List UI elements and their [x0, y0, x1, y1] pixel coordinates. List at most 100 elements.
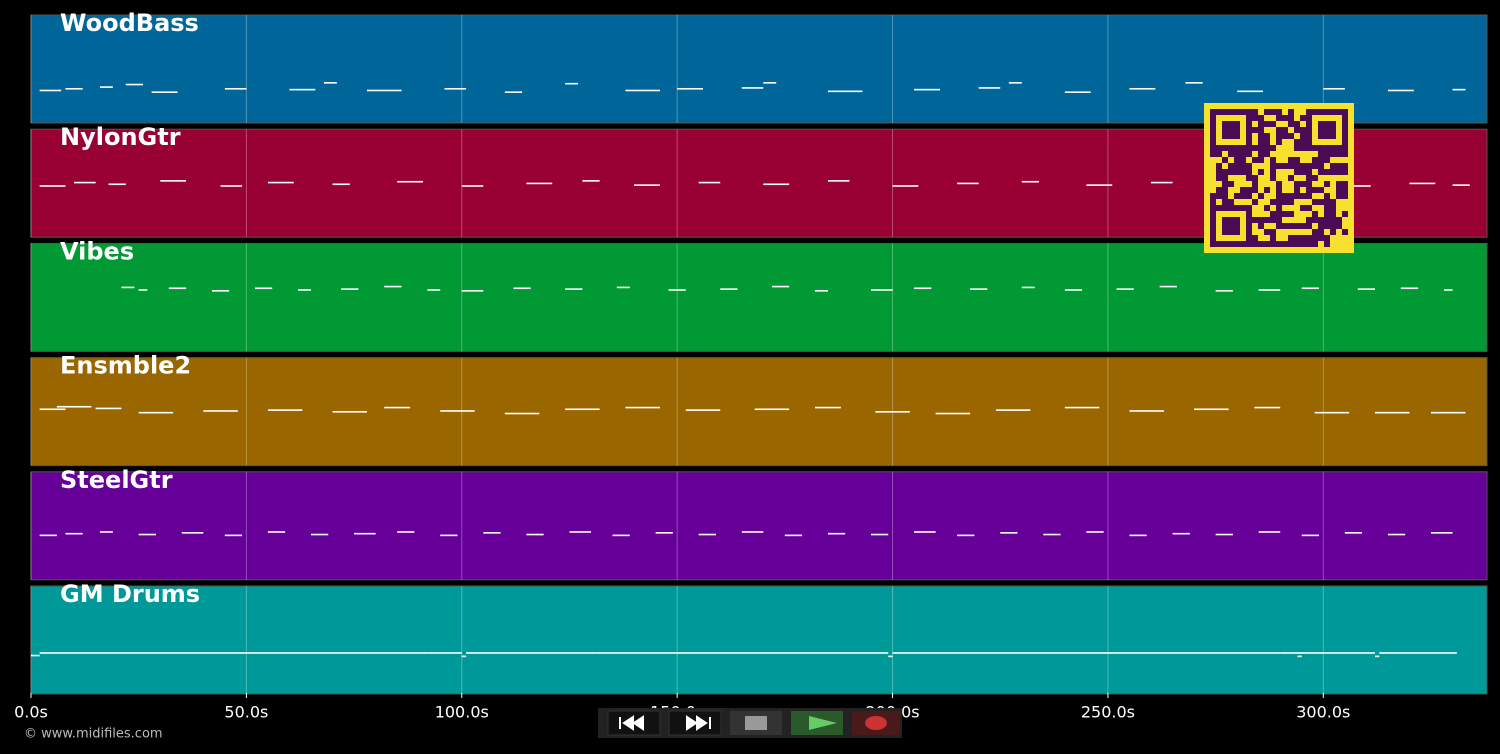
- qr-module: [1264, 133, 1270, 139]
- note: [1280, 652, 1315, 654]
- note: [39, 652, 169, 654]
- qr-module: [1276, 187, 1282, 193]
- qr-module: [1342, 193, 1348, 199]
- qr-module: [1210, 199, 1216, 205]
- qr-module: [1336, 163, 1342, 169]
- qr-module: [1294, 181, 1300, 187]
- note: [427, 652, 462, 654]
- note: [655, 532, 673, 534]
- note: [1344, 185, 1371, 187]
- qr-module: [1336, 151, 1342, 157]
- note: [1116, 288, 1134, 290]
- qr-module: [1252, 199, 1258, 205]
- qr-module: [1264, 241, 1270, 247]
- qr-module: [1342, 169, 1348, 175]
- note: [1172, 532, 1190, 535]
- note: [384, 285, 402, 288]
- note: [1021, 652, 1151, 654]
- qr-module: [1324, 235, 1330, 241]
- note: [827, 180, 850, 182]
- note: [99, 531, 113, 533]
- qr-module: [1318, 229, 1324, 235]
- qr-module: [1240, 187, 1246, 193]
- track-lane: [30, 357, 1488, 467]
- qr-module: [1318, 235, 1324, 241]
- qr-finder-center: [1222, 121, 1240, 139]
- qr-module: [1300, 223, 1306, 229]
- note: [255, 287, 273, 290]
- qr-module: [1306, 205, 1312, 211]
- note: [616, 286, 630, 289]
- note: [99, 86, 113, 88]
- rewind-button[interactable]: [607, 710, 661, 736]
- qr-module: [1318, 217, 1324, 223]
- track-name: Ensmble2: [60, 352, 191, 380]
- note: [892, 652, 1022, 654]
- qr-module: [1336, 187, 1342, 193]
- qr-module: [1282, 133, 1288, 139]
- note: [513, 287, 531, 290]
- qr-module: [1282, 163, 1288, 169]
- note: [466, 652, 596, 654]
- record-button[interactable]: [852, 711, 900, 735]
- note: [1254, 406, 1281, 409]
- note: [1258, 531, 1281, 533]
- note: [181, 532, 204, 534]
- qr-module: [1270, 157, 1276, 163]
- note: [1375, 411, 1410, 414]
- note: [698, 533, 716, 536]
- note: [677, 87, 703, 90]
- note: [427, 289, 441, 291]
- stop-button[interactable]: [730, 711, 782, 735]
- qr-module: [1342, 229, 1348, 235]
- note: [526, 533, 544, 536]
- note: [461, 185, 484, 187]
- qr-module: [1288, 163, 1294, 169]
- qr-module: [1270, 163, 1276, 169]
- qr-module: [1300, 145, 1306, 151]
- qr-module: [1318, 223, 1324, 229]
- track-lane: [30, 471, 1488, 581]
- note: [1151, 181, 1173, 184]
- note: [668, 289, 686, 291]
- qr-module: [1258, 127, 1264, 133]
- qr-module: [1288, 157, 1294, 163]
- note: [168, 652, 299, 654]
- qr-module: [1264, 121, 1270, 127]
- note: [384, 406, 411, 409]
- qr-module: [1336, 181, 1342, 187]
- note: [565, 82, 579, 85]
- qr-module: [1288, 121, 1294, 127]
- note: [978, 87, 1001, 89]
- note: [332, 183, 350, 186]
- qr-finder: [1306, 109, 1348, 151]
- note: [1375, 655, 1380, 658]
- forward-button[interactable]: [668, 710, 722, 736]
- qr-module: [1300, 193, 1306, 199]
- qr-module: [1222, 187, 1228, 193]
- play-button[interactable]: [791, 711, 843, 735]
- note: [582, 180, 600, 182]
- note: [224, 87, 247, 90]
- note: [65, 532, 83, 535]
- note: [625, 406, 660, 409]
- track-name: GM Drums: [60, 580, 200, 608]
- note: [1185, 82, 1203, 84]
- qr-module: [1270, 235, 1276, 241]
- note: [935, 412, 971, 415]
- note: [595, 652, 725, 654]
- note: [827, 532, 846, 535]
- qr-module: [1330, 205, 1336, 211]
- qr-module: [1294, 163, 1300, 169]
- qr-module: [1270, 109, 1276, 115]
- qr-module: [1252, 175, 1258, 181]
- qr-module: [1300, 205, 1306, 211]
- qr-module: [1294, 145, 1300, 151]
- x-tick-label: 50.0s: [224, 703, 268, 722]
- qr-module: [1246, 163, 1252, 169]
- qr-module: [1342, 211, 1348, 217]
- note: [1064, 406, 1100, 409]
- qr-module: [1312, 241, 1318, 247]
- qr-module: [1294, 193, 1300, 199]
- qr-module: [1228, 163, 1234, 169]
